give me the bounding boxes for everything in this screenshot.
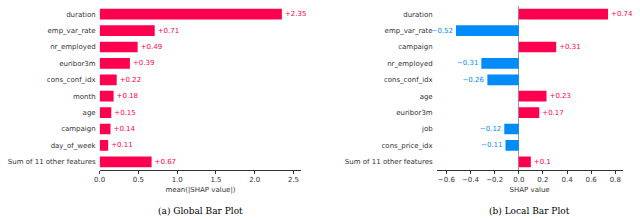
svg-text:0.5: 0.5 [133,176,144,184]
svg-text:month: month [73,93,96,101]
svg-text:−0.26: −0.26 [462,76,484,84]
svg-text:+0.15: +0.15 [114,109,135,117]
svg-text:+0.23: +0.23 [550,92,571,100]
svg-text:euribor3m: euribor3m [396,109,433,117]
svg-text:SHAP value: SHAP value [510,186,550,194]
svg-text:−0.4: −0.4 [462,176,480,184]
svg-text:+2.35: +2.35 [285,10,306,18]
svg-text:0.2: 0.2 [537,176,548,184]
svg-text:−0.12: −0.12 [480,125,501,133]
svg-text:1.5: 1.5 [210,176,221,184]
svg-text:2.0: 2.0 [249,176,260,184]
svg-text:emp_var_rate: emp_var_rate [385,27,433,35]
svg-text:0.8: 0.8 [610,176,621,184]
svg-text:+0.17: +0.17 [542,109,563,117]
svg-text:day_of_week: day_of_week [51,142,97,150]
svg-text:+0.22: +0.22 [120,76,141,84]
svg-text:+0.11: +0.11 [111,141,132,149]
svg-text:job: job [421,125,433,133]
svg-text:0.4: 0.4 [561,176,573,184]
svg-text:−0.52: −0.52 [432,27,453,35]
svg-text:0.0: 0.0 [513,176,524,184]
svg-text:0.0: 0.0 [94,176,105,184]
svg-text:Sum of 11 other features: Sum of 11 other features [345,158,433,166]
svg-text:+0.74: +0.74 [611,10,633,18]
svg-text:+0.31: +0.31 [559,43,580,51]
svg-text:(a) Global Bar Plot: (a) Global Bar Plot [158,206,243,216]
svg-text:+0.49: +0.49 [141,43,162,51]
svg-text:2.5: 2.5 [288,176,299,184]
svg-text:1.0: 1.0 [172,176,183,184]
svg-text:Sum of 11 other features: Sum of 11 other features [8,158,96,166]
svg-text:cons_conf_idx: cons_conf_idx [384,76,433,84]
svg-text:−0.2: −0.2 [486,176,503,184]
svg-text:+0.39: +0.39 [133,59,154,67]
svg-text:campaign: campaign [398,43,433,51]
svg-text:cons_price_idx: cons_price_idx [382,142,433,150]
svg-text:−0.11: −0.11 [481,141,502,149]
svg-text:nr_employed: nr_employed [50,43,96,51]
svg-text:age: age [83,109,96,117]
svg-text:euribor3m: euribor3m [59,60,96,68]
svg-text:cons_conf_idx: cons_conf_idx [47,76,96,84]
svg-text:mean(|SHAP value|): mean(|SHAP value|) [165,186,235,194]
svg-text:+0.67: +0.67 [155,158,176,166]
svg-text:age: age [420,93,433,101]
svg-text:+0.14: +0.14 [114,125,136,133]
svg-text:−0.6: −0.6 [438,176,456,184]
svg-text:−0.31: −0.31 [457,59,478,67]
svg-text:emp_var_rate: emp_var_rate [48,27,96,35]
svg-text:+0.1: +0.1 [534,158,551,166]
svg-text:nr_employed: nr_employed [387,60,433,68]
svg-text:+0.71: +0.71 [158,27,179,35]
svg-text:0.6: 0.6 [586,176,598,184]
svg-text:(b) Local Bar Plot: (b) Local Bar Plot [489,206,570,216]
svg-text:+0.18: +0.18 [117,92,138,100]
svg-text:campaign: campaign [61,125,96,133]
svg-text:duration: duration [403,11,432,19]
svg-text:duration: duration [66,11,95,19]
